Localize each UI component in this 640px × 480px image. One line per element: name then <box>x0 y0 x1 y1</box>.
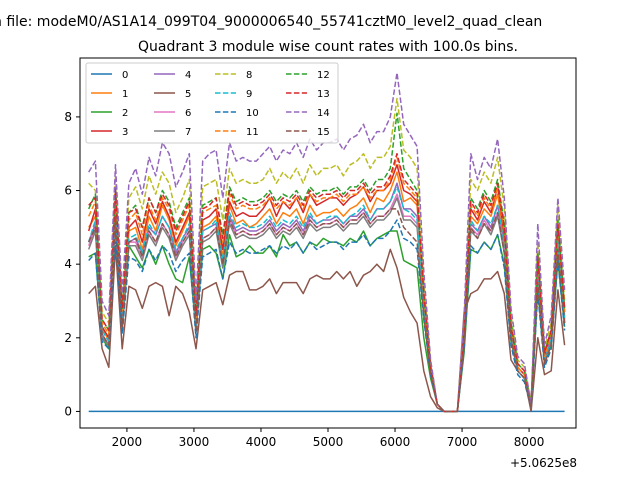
legend-label-12: 12 <box>317 70 330 81</box>
legend-label-9: 9 <box>246 89 252 100</box>
legend-label-3: 3 <box>122 127 128 138</box>
x-tick-label: 6000 <box>380 435 411 449</box>
legend-label-10: 10 <box>246 108 259 119</box>
legend-label-2: 2 <box>122 108 128 119</box>
legend-label-5: 5 <box>185 89 191 100</box>
chart-title: Quadrant 3 module wise count rates with … <box>138 39 518 55</box>
y-tick-label: 6 <box>64 184 72 198</box>
y-tick-label: 8 <box>64 110 72 124</box>
legend-label-11: 11 <box>246 127 259 138</box>
x-tick-label: 5000 <box>313 435 344 449</box>
x-tick-label: 4000 <box>246 435 277 449</box>
legend-box <box>85 62 339 144</box>
x-tick-label: 8000 <box>514 435 545 449</box>
x-tick-label: 2000 <box>112 435 143 449</box>
series-line-7 <box>87 197 566 413</box>
y-tick-label: 0 <box>64 404 72 418</box>
legend-label-8: 8 <box>246 70 252 81</box>
series-line-1 <box>88 171 566 413</box>
legend-label-0: 0 <box>122 70 128 81</box>
x-offset-label: +5.0625e8 <box>510 456 577 470</box>
series-line-13 <box>88 152 566 413</box>
legend-label-7: 7 <box>185 127 191 138</box>
x-tick-label: 3000 <box>179 435 210 449</box>
series-line-5 <box>88 245 566 413</box>
legend-label-1: 1 <box>122 89 128 100</box>
y-tick-label: 4 <box>64 257 72 271</box>
legend-label-6: 6 <box>185 108 191 119</box>
legend-label-15: 15 <box>317 127 330 138</box>
y-tick-label: 2 <box>64 331 72 345</box>
figure-suptitle: n file: modeM0/AS1A14_099T04_9000006540_… <box>0 14 542 30</box>
series-layer <box>87 71 566 413</box>
series-line-9 <box>87 186 566 413</box>
series-line-2 <box>88 211 566 413</box>
series-line-15 <box>88 208 566 413</box>
x-tick-label: 7000 <box>447 435 478 449</box>
series-line-10 <box>88 219 566 413</box>
series-line-12 <box>88 112 566 413</box>
legend-label-13: 13 <box>317 89 330 100</box>
series-line-14 <box>88 71 566 413</box>
legend-label-4: 4 <box>185 70 191 81</box>
series-line-8 <box>88 97 566 413</box>
ticks-layer: 2000 3000 4000 5000 6000 7000 8000 0 2 4 6 8 <box>64 110 544 449</box>
legend-label-14: 14 <box>317 108 330 119</box>
series-line-3 <box>87 164 566 413</box>
